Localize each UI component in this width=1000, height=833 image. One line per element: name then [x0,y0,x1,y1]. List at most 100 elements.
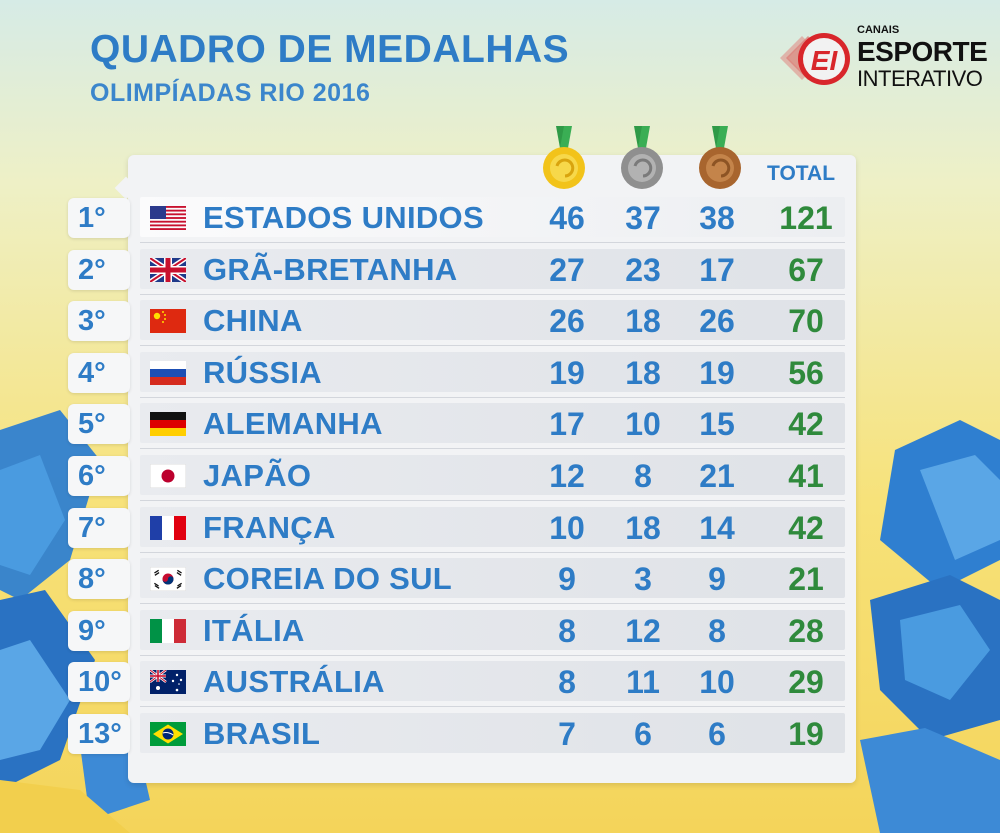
gold-count: 8 [558,664,576,701]
country-name: JAPÃO [203,458,312,493]
country-name: GRÃ-BRETANHA [203,251,458,287]
rank-badge: 9° [68,610,130,651]
rank-badge: 3° [68,301,130,342]
gold-count: 19 [549,354,585,391]
gold-count: 10 [549,509,585,546]
row-background [140,455,845,495]
total-count: 21 [788,561,824,598]
gold-count: 27 [549,251,585,288]
gold-medal-icon [543,126,585,189]
gold-count: 46 [549,200,585,236]
page-subtitle: OLIMPÍADAS RIO 2016 [90,79,371,107]
table-row: 5° ALEMANHA 17 10 15 42 [0,399,1000,449]
total-count: 56 [788,354,824,391]
country-name: BRASIL [203,716,321,751]
bronze-count: 6 [708,716,726,752]
table-row: 13° BRASIL 7 6 6 19 [0,709,1000,759]
rank-badge: 1° [68,198,130,238]
bronze-count: 17 [699,251,735,288]
logo-canais: CANAIS [857,24,900,36]
rank-badge: 5° [68,404,130,445]
logo-interativo: INTERATIVO [857,66,983,91]
table-row: 1° ESTADOS UNIDOS 46 37 38 121 [0,193,1000,243]
france-flag-icon [150,515,186,540]
total-count: 121 [779,200,833,236]
silver-count: 18 [625,303,661,340]
rank-badge: 4° [68,352,130,393]
esporte-interativo-logo: EI CANAIS ESPORTE INTERATIVO [778,22,988,94]
china-flag-icon [150,309,186,334]
silver-count: 12 [625,612,661,649]
logo-esporte: ESPORTE [857,36,988,67]
total-count: 67 [788,251,824,288]
rank-badge: 6° [68,456,130,496]
row-divider [140,706,845,708]
row-background [140,403,845,444]
total-count: 19 [788,716,824,752]
bronze-count: 15 [699,406,735,443]
germany-flag-icon [150,412,186,437]
gold-count: 7 [558,716,576,752]
country-name: ALEMANHA [203,406,383,442]
silver-count: 37 [625,200,661,236]
rank-badge: 2° [68,249,130,290]
row-divider [140,293,845,295]
total-count: 41 [788,458,824,494]
row-divider [140,654,845,656]
table-row: 3° CHINA 26 18 26 70 [0,296,1000,346]
australia-flag-icon [150,670,186,695]
bronze-count: 14 [699,509,735,546]
row-background [140,197,845,237]
row-divider [140,551,845,553]
total-count: 70 [788,303,824,340]
country-name: RÚSSIA [203,354,322,390]
ei-logo-mark: EI [780,33,850,85]
row-background [140,713,845,753]
silver-count: 18 [625,509,661,546]
bronze-count: 21 [699,458,735,494]
table-row: 6° JAPÃO 12 8 21 41 [0,451,1000,501]
row-background [140,661,845,702]
table-row: 8° COREIA DO SUL 9 3 9 21 [0,554,1000,604]
row-background [140,248,845,289]
table-row: 4° RÚSSIA 19 18 19 56 [0,348,1000,398]
country-name: AUSTRÁLIA [203,664,385,700]
total-count: 29 [788,664,824,701]
russia-flag-icon [150,360,186,385]
country-name: ESTADOS UNIDOS [203,200,484,235]
table-row: 10° AUSTRÁLIA 8 11 10 29 [0,657,1000,707]
country-name: COREIA DO SUL [203,561,453,597]
total-count: 28 [788,612,824,649]
row-divider [140,500,845,501]
italy-flag-icon [150,618,186,643]
row-divider [140,603,845,605]
country-name: ITÁLIA [203,612,305,648]
rank-badge: 13° [68,714,130,754]
silver-count: 10 [625,406,661,443]
bronze-count: 10 [699,664,735,701]
total-count: 42 [788,406,824,443]
silver-medal-icon [621,126,663,189]
table-row: 7° FRANÇA 10 18 14 42 [0,503,1000,553]
row-divider [140,448,845,450]
silver-count: 18 [625,354,661,391]
gold-count: 8 [558,612,576,649]
row-background [140,609,845,650]
row-divider [140,396,845,398]
bronze-count: 9 [708,561,726,598]
total-count: 42 [788,509,824,546]
usa-flag-icon [150,206,186,230]
ei-logo-letters: EI [811,45,839,76]
japan-flag-icon [150,464,186,488]
silver-count: 6 [634,716,652,752]
uk-flag-icon [150,257,186,282]
country-name: CHINA [203,303,303,339]
country-name: FRANÇA [203,509,336,545]
row-background [140,558,845,599]
silver-count: 23 [625,251,661,288]
row-background [140,300,845,341]
bronze-count: 8 [708,612,726,649]
gold-count: 17 [549,406,585,443]
rank-badge: 8° [68,559,130,600]
